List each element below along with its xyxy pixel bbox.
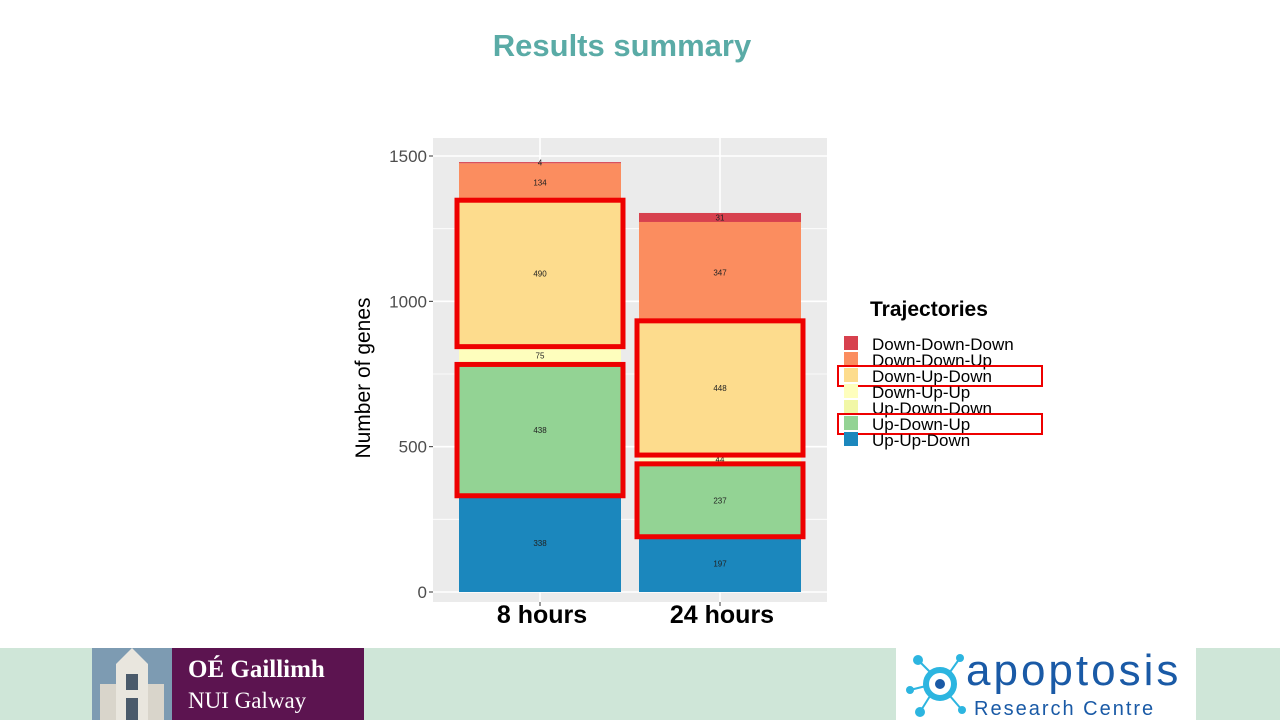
highlight-box-down-up-down [454,197,626,350]
legend: Down-Down-DownDown-Down-UpDown-Up-DownDo… [837,335,1043,450]
bar-labels-layer: 338 438 75 490 134 4 197 237 44 448 347 31 [533,159,727,569]
nui-name-english: NUI Galway [188,688,307,713]
legend-swatch [844,384,858,398]
apoptosis-wordmark: apoptosis [966,646,1182,695]
apoptosis-research-centre-logo: apoptosis Research Centre [896,646,1196,720]
y-tick-label: 1500 [389,147,427,166]
highlight-box-up-down-up [634,461,806,540]
university-building-icon [92,648,172,720]
bar-down-down-up [459,163,621,203]
highlight-box-up-down-up [454,361,626,499]
highlight-boxes [454,197,806,540]
bar-down-down-down [639,212,801,222]
legend-swatch [844,416,858,430]
legend-item-label: Up-Down-Up [872,415,970,434]
y-axis-ticks: 0 500 1000 1500 [389,147,433,602]
nui-name-irish: OÉ Gaillimh [188,656,325,683]
legend-title: Trajectories [870,298,988,321]
bar-value-label: 75 [536,352,545,361]
x-tick-label: 24 hours [670,601,774,629]
research-centre-text: Research Centre [974,698,1156,720]
bar-up-up-down [639,534,801,592]
slide-title: Results summary [492,28,752,63]
legend-item-label: Up-Up-Down [872,431,970,450]
legend-highlight-box [837,365,1043,387]
y-tick-label: 0 [418,583,427,602]
bar-value-label: 4 [538,159,543,168]
bar-up-down-up [639,465,801,535]
bar-down-up-down [459,202,621,345]
legend-swatch [844,432,858,446]
legend-swatch [844,352,858,366]
bar-down-down-up [639,221,801,323]
legend-item-label: Down-Up-Up [872,383,970,402]
legend-highlight-box [837,413,1043,435]
highlight-box-down-up-down [634,318,806,458]
bar-value-label: 134 [533,179,547,188]
nui-galway-logo: OÉ Gaillimh NUI Galway [92,648,364,720]
molecule-icon [906,654,966,717]
legend-swatch [844,400,858,414]
bar-down-up-down [639,322,801,454]
bar-up-up-down [459,493,621,592]
bar-value-label: 438 [533,426,547,435]
bars-layer [459,162,801,592]
bar-up-down-up [459,366,621,494]
bar-down-up-up [459,344,621,367]
y-axis-label: Number of genes [352,297,375,458]
y-tick-label: 500 [399,438,427,457]
bar-value-label: 237 [713,496,727,505]
stacked-bar-chart: 338 438 75 490 134 4 197 237 44 448 347 31 0 500 1000… [352,138,1043,629]
bar-down-down-down [459,162,621,164]
bar-value-label: 44 [716,455,725,464]
bar-value-label: 197 [713,559,727,568]
x-axis-ticks: 8 hours 24 hours [497,601,774,629]
legend-swatch [844,336,858,350]
bar-value-label: 338 [533,539,547,548]
y-tick-label: 1000 [389,292,427,311]
legend-item-label: Down-Up-Down [872,367,992,386]
x-tick-label: 8 hours [497,601,587,629]
bar-value-label: 347 [713,268,727,277]
bar-value-label: 448 [713,384,727,393]
legend-swatch [844,368,858,382]
bar-value-label: 490 [533,269,547,278]
legend-item-label: Down-Down-Down [872,335,1014,354]
bar-value-label: 31 [716,213,725,222]
